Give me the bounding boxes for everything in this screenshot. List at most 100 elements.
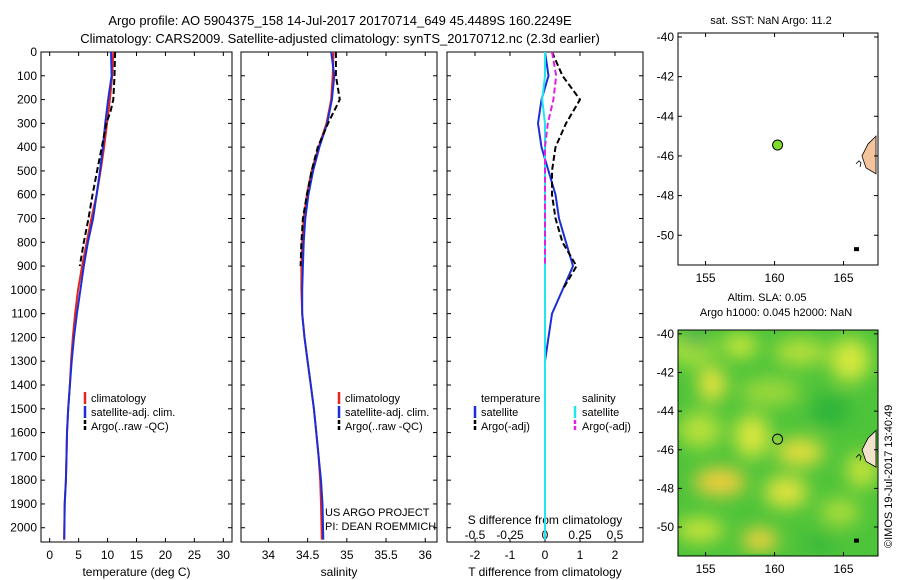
depth-tick-label: 100 xyxy=(17,69,37,83)
sla-map: -40 -42 -44 -46 -48 -50 155 160 165 xyxy=(657,327,879,576)
plot-frame xyxy=(40,51,233,543)
lat-tick-label: -44 xyxy=(657,109,675,123)
depth-tick-label: 300 xyxy=(17,116,37,130)
series-line xyxy=(78,51,117,267)
depth-tick-label: 900 xyxy=(17,259,37,273)
salinity-legend: climatology satellite-adj. clim. Argo(..… xyxy=(325,392,436,533)
heatmap-cell xyxy=(734,414,770,458)
heatmap-cell xyxy=(742,528,778,552)
legend-climatology: climatology xyxy=(91,393,147,405)
depth-tick-label: 800 xyxy=(17,235,37,249)
depth-tick-label: 1000 xyxy=(10,283,37,297)
map-frame xyxy=(677,32,879,266)
heatmap-cell xyxy=(774,338,826,366)
series-line xyxy=(541,52,546,540)
heatmap-cell xyxy=(830,338,870,382)
top-tick-label: -0.25 xyxy=(496,528,524,542)
depth-tick-label: 0 xyxy=(30,45,37,59)
top-tick-label: 0.5 xyxy=(607,528,624,542)
x-tick-label: 20 xyxy=(159,548,173,562)
x-tick-label: 0 xyxy=(46,548,53,562)
lat-tick-label: -50 xyxy=(657,228,675,242)
x-tick-label: -1 xyxy=(505,548,516,562)
difference-legend: temperature salinity satellite Argo(-adj… xyxy=(473,393,631,433)
depth-tick-label: 1100 xyxy=(11,307,37,321)
sla-map-title: Altim. SLA: 0.05 xyxy=(728,292,807,304)
depth-tick-label: 2000 xyxy=(10,521,37,535)
x-axis-label: T difference from climatology xyxy=(468,565,622,579)
depth-tick-label: 1700 xyxy=(10,449,37,463)
heatmap-cell xyxy=(694,468,746,496)
x-tick-label: 0 xyxy=(542,548,549,562)
sst-map-title: sat. SST: NaN Argo: 11.2 xyxy=(710,15,831,27)
x-tick-label: 1 xyxy=(577,548,584,562)
depth-tick-label: 1600 xyxy=(10,426,37,440)
heatmap-cell xyxy=(678,334,714,366)
lat-tick-label: -48 xyxy=(657,189,675,203)
heatmap-cell xyxy=(678,412,722,448)
legend-climatology: climatology xyxy=(345,393,401,405)
depth-tick-label: 1800 xyxy=(10,473,37,487)
heatmap-cell xyxy=(764,476,808,508)
heatmap-cell xyxy=(678,518,724,542)
legend-t-satellite: satellite xyxy=(481,407,518,419)
legend-argo: Argo(..raw -QC) xyxy=(345,421,423,433)
depth-tick-label: 500 xyxy=(17,164,37,178)
lon-tick-label: 160 xyxy=(765,562,785,576)
temperature-legend: climatology satellite-adj. clim. Argo(..… xyxy=(83,392,175,433)
float-location-marker xyxy=(772,139,784,151)
title-line-1: Argo profile: AO 5904375_158 14-Jul-2017… xyxy=(108,13,572,28)
annotation-project: US ARGO PROJECT xyxy=(325,507,430,519)
heatmap-cell xyxy=(740,378,800,406)
coastline-outline xyxy=(855,453,862,461)
depth-tick-label: 200 xyxy=(17,93,37,107)
heatmap-cell xyxy=(687,330,703,348)
x-axis-label: temperature (deg C) xyxy=(82,565,190,579)
heatmap-cell xyxy=(776,438,824,466)
lat-tick-label: -42 xyxy=(657,365,675,379)
heatmap-cell xyxy=(820,498,860,526)
legend-argo: Argo(..raw -QC) xyxy=(91,421,169,433)
x-axis-label: salinity xyxy=(321,565,358,579)
lon-tick-label: 160 xyxy=(765,271,785,285)
top-tick-label: -0.5 xyxy=(465,528,486,542)
x-tick-label: 34.5 xyxy=(296,548,320,562)
x-tick-label: 35.5 xyxy=(374,548,398,562)
x-tick-label: 30 xyxy=(217,548,231,562)
annotation-pi: PI: DEAN ROEMMICH xyxy=(325,521,436,533)
coastline-land xyxy=(861,135,877,175)
lat-tick-label: -44 xyxy=(657,404,675,418)
legend-s-argo: Argo(-adj) xyxy=(582,421,631,433)
lat-tick-label: -40 xyxy=(657,30,675,44)
lat-tick-label: -46 xyxy=(657,443,675,457)
depth-tick-label: 1900 xyxy=(10,497,37,511)
heatmap-cell xyxy=(804,534,836,554)
lat-tick-label: -42 xyxy=(657,70,675,84)
legend-t-argo: Argo(-adj) xyxy=(481,421,530,433)
legend-satellite: satellite-adj. clim. xyxy=(91,407,175,419)
lat-tick-label: -46 xyxy=(657,149,675,163)
coastline-outline xyxy=(855,160,862,167)
title-line-2: Climatology: CARS2009. Satellite-adjuste… xyxy=(80,31,600,46)
x-tick-label: 5 xyxy=(75,548,82,562)
depth-tick-label: 400 xyxy=(17,140,37,154)
depth-tick-label: 1400 xyxy=(10,378,37,392)
heatmap-cell xyxy=(698,366,726,402)
series-line xyxy=(551,51,581,291)
series-line xyxy=(544,51,558,267)
lon-tick-label: 155 xyxy=(696,271,716,285)
x-tick-label: -2 xyxy=(470,548,481,562)
x-tick-label: 35 xyxy=(340,548,354,562)
series-line xyxy=(299,52,341,267)
x-tick-label: 34 xyxy=(262,548,276,562)
heatmap-anomalies xyxy=(678,330,878,554)
lon-tick-label: 165 xyxy=(834,562,854,576)
island xyxy=(854,538,859,543)
lat-tick-label: -40 xyxy=(657,327,675,341)
map-frame xyxy=(677,329,879,557)
lon-tick-label: 165 xyxy=(834,271,854,285)
depth-tick-label: 1200 xyxy=(10,330,37,344)
depth-tick-label: 1300 xyxy=(10,354,37,368)
heatmap-cell xyxy=(722,334,758,358)
temperature-panel: 0100200300400500600700800900100011001200… xyxy=(10,45,233,579)
